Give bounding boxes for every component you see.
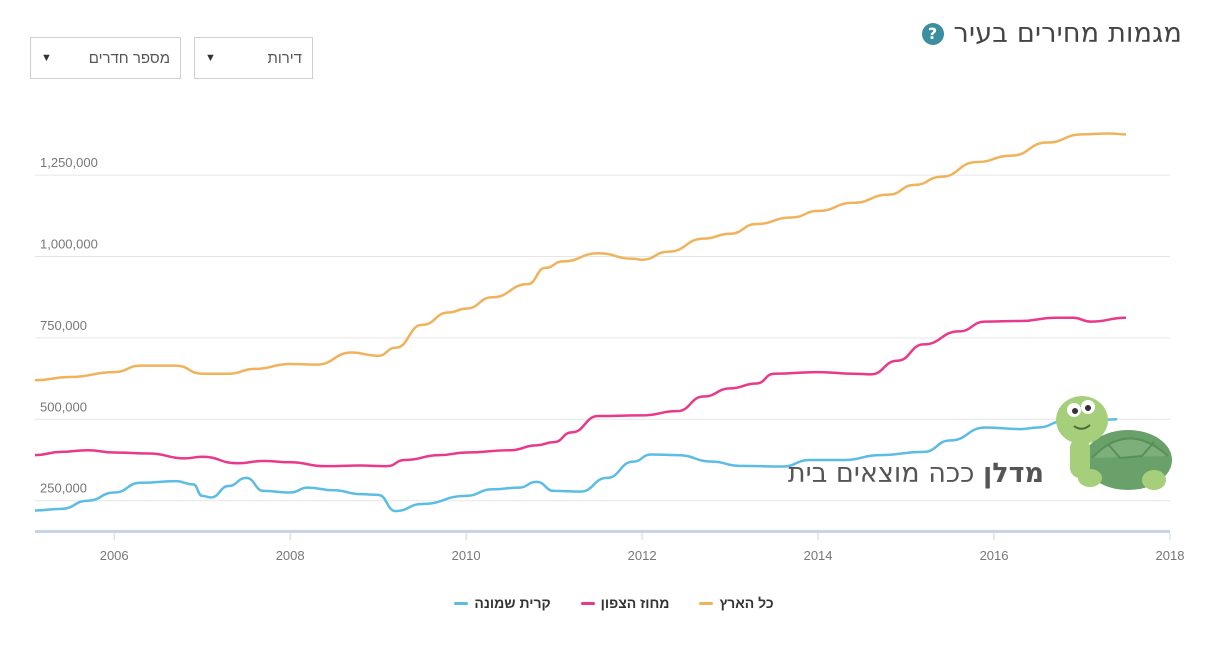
x-tick-label: 2008 bbox=[276, 548, 305, 563]
legend-item-2[interactable]: קרית שמונה bbox=[454, 595, 551, 611]
y-tick-label: 250,000 bbox=[40, 481, 87, 496]
chart-legend: כל הארץ מחוז הצפון קרית שמונה bbox=[0, 595, 1228, 611]
property-type-dropdown[interactable]: ▼ דירות bbox=[194, 37, 313, 79]
rooms-dropdown-value: מספר חדרים bbox=[88, 49, 170, 67]
legend-item-0[interactable]: כל הארץ bbox=[699, 595, 774, 611]
legend-swatch bbox=[580, 601, 595, 605]
brand-tagline: ככה מוצאים בית bbox=[787, 458, 975, 489]
y-tick-label: 1,000,000 bbox=[40, 237, 98, 252]
series-line-2 bbox=[34, 417, 1118, 513]
y-tick-label: 500,000 bbox=[40, 399, 87, 414]
x-axis: 2006 2008 2010 2012 2014 2016 2018 bbox=[100, 533, 1185, 563]
question-circle-icon[interactable]: ? bbox=[921, 22, 944, 45]
x-tick-label: 2016 bbox=[980, 548, 1009, 563]
x-tick-label: 2014 bbox=[804, 548, 833, 563]
chart-series bbox=[34, 132, 1127, 513]
x-tick-label: 2010 bbox=[452, 548, 481, 563]
legend-label: קרית שמונה bbox=[474, 595, 551, 611]
price-trend-chart: 250,000500,000750,0001,000,0001,250,000 … bbox=[34, 132, 1185, 563]
dropdown-arrow-icon: ▼ bbox=[41, 52, 52, 64]
y-tick-label: 1,250,000 bbox=[40, 155, 98, 170]
x-tick-label: 2018 bbox=[1156, 548, 1185, 563]
rooms-dropdown[interactable]: ▼ מספר חדרים bbox=[30, 37, 181, 79]
chart-grid bbox=[35, 174, 1170, 502]
series-line-0 bbox=[34, 132, 1127, 382]
x-tick-label: 2012 bbox=[628, 548, 657, 563]
dropdown-arrow-icon: ▼ bbox=[205, 52, 216, 64]
legend-label: מחוז הצפון bbox=[600, 595, 670, 611]
legend-item-1[interactable]: מחוז הצפון bbox=[580, 595, 670, 611]
legend-swatch bbox=[454, 601, 469, 605]
turtle-mascot-logo bbox=[1056, 396, 1172, 490]
property-type-dropdown-value: דירות bbox=[267, 49, 302, 67]
brand-name: מדלן bbox=[982, 458, 1044, 489]
x-tick-label: 2006 bbox=[100, 548, 129, 563]
legend-label: כל הארץ bbox=[719, 595, 774, 611]
page-header: מגמות מחירים בעיר ? bbox=[921, 18, 1182, 49]
legend-swatch bbox=[699, 601, 714, 605]
series-line-1 bbox=[34, 316, 1127, 468]
y-axis: 250,000 500,000 750,000 1,000,000 1,250,000 bbox=[40, 155, 98, 496]
page-title: מגמות מחירים בעיר bbox=[953, 18, 1182, 49]
x-axis-baseline bbox=[35, 530, 1170, 533]
madlan-watermark: מדלן ככה מוצאים בית bbox=[788, 458, 1044, 489]
y-tick-label: 750,000 bbox=[40, 318, 87, 333]
